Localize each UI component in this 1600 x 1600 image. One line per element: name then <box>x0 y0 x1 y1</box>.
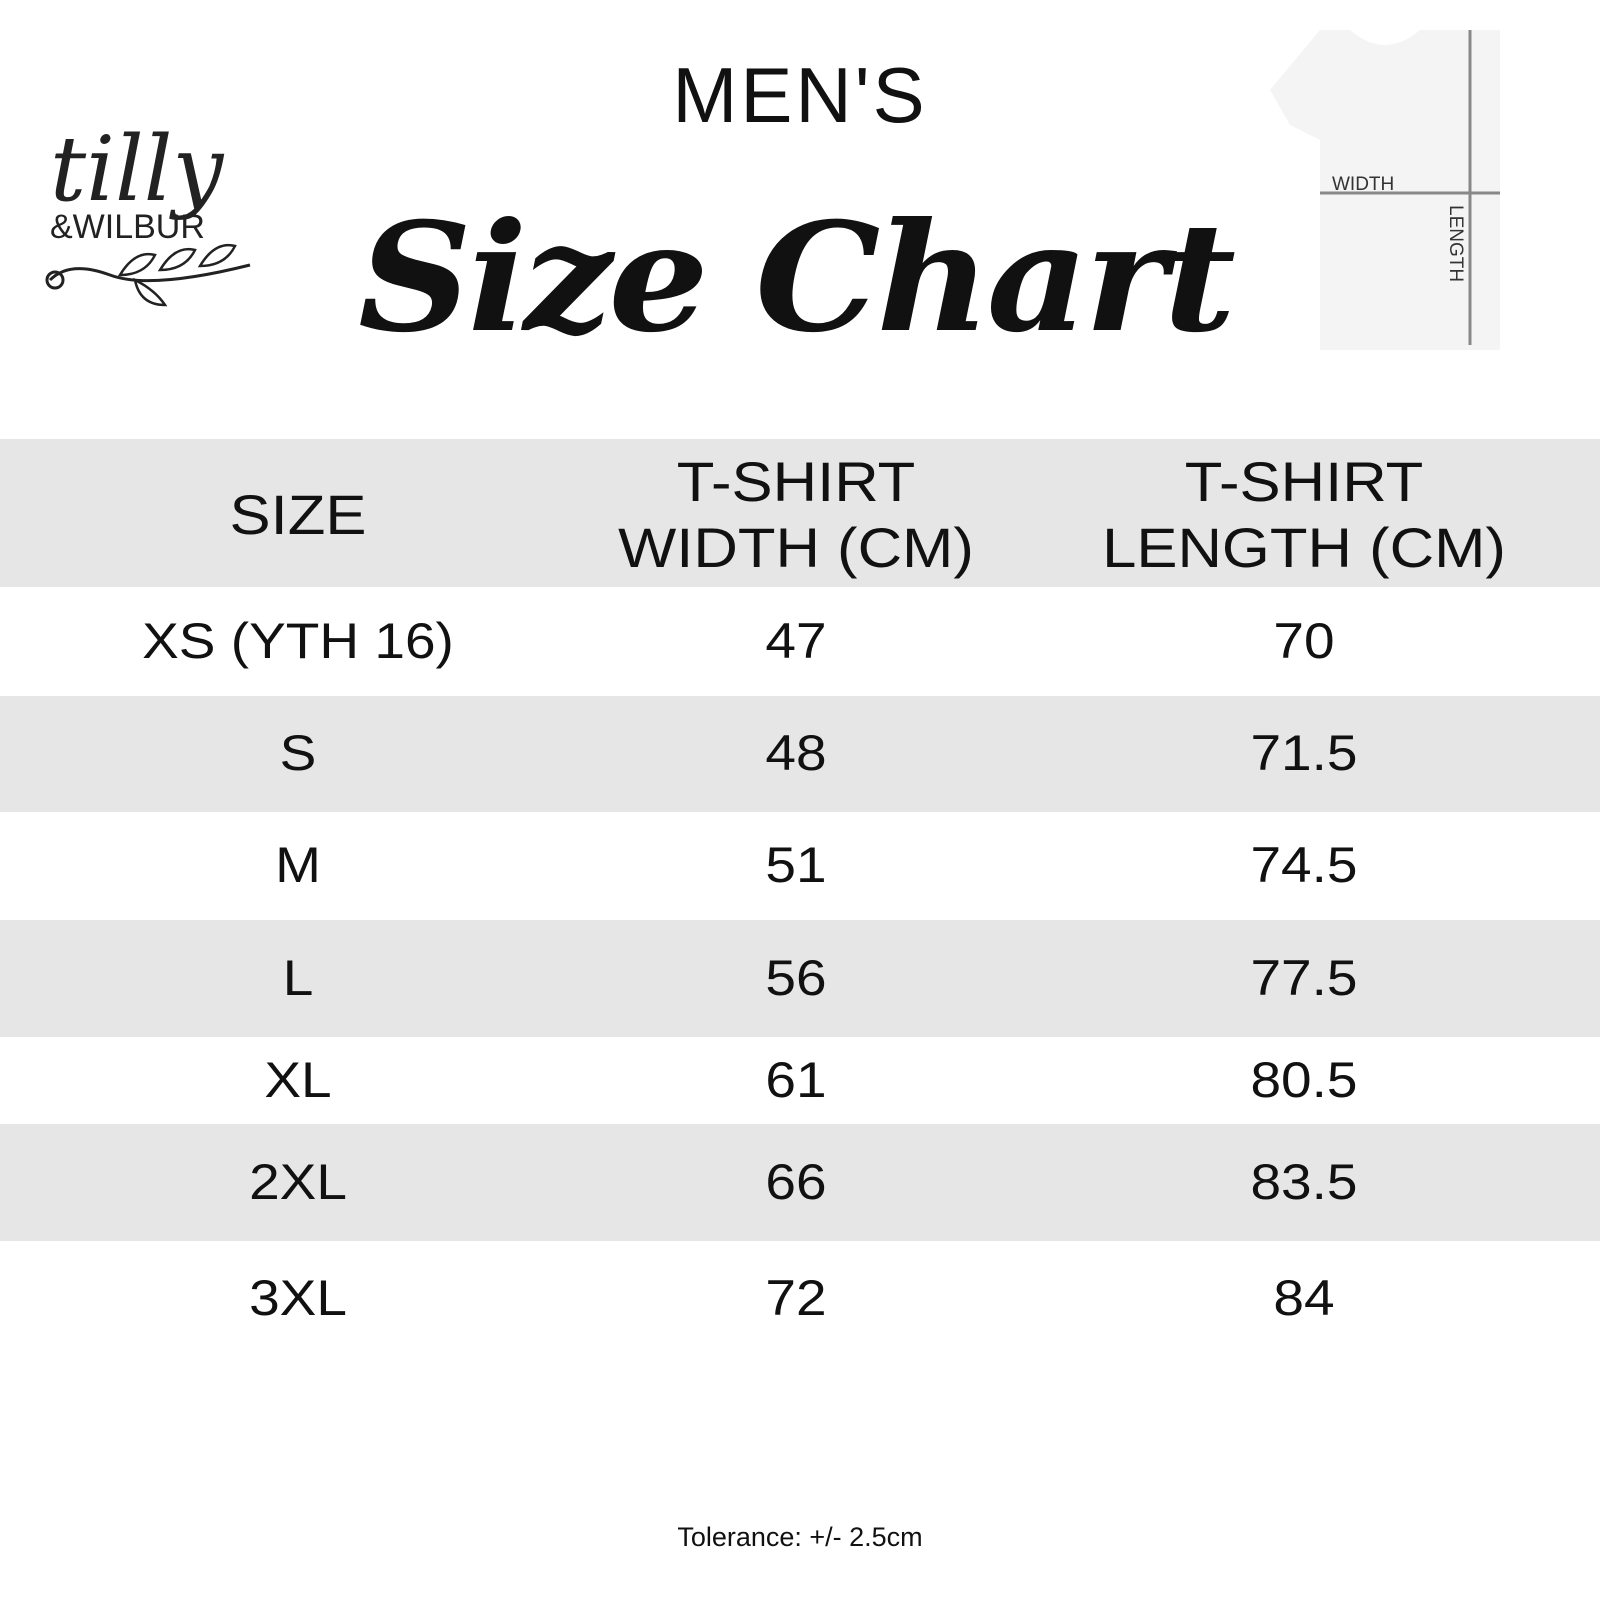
cell-length: 83.5 <box>1250 1153 1358 1210</box>
cell-length: 71.5 <box>1250 725 1358 781</box>
column-header-length: T-SHIRT LENGTH (CM) <box>1102 450 1506 579</box>
cell-length: 84 <box>1273 1270 1335 1326</box>
cell-length: 74.5 <box>1250 837 1358 893</box>
table-row: XL 61 80.5 <box>0 1037 1600 1124</box>
table-row: S 48 71.5 <box>0 696 1600 812</box>
cell-length: 80.5 <box>1250 1051 1358 1108</box>
subtitle-mens: MEN'S <box>672 51 928 139</box>
cell-size: XL <box>264 1051 332 1108</box>
cell-width: 72 <box>765 1270 827 1326</box>
cell-width: 51 <box>765 837 827 893</box>
cell-length: 70 <box>1273 612 1335 669</box>
cell-width: 66 <box>765 1153 827 1210</box>
cell-width: 48 <box>765 725 827 781</box>
table-row: 2XL 66 83.5 <box>0 1124 1600 1241</box>
cell-size: M <box>275 837 321 893</box>
tolerance-note: Tolerance: +/- 2.5cm <box>677 1522 923 1552</box>
table-row: L 56 77.5 <box>0 920 1600 1037</box>
cell-width: 61 <box>765 1051 827 1108</box>
cell-size: 3XL <box>249 1270 347 1326</box>
table-row: M 51 74.5 <box>0 812 1600 920</box>
cell-length: 77.5 <box>1250 949 1358 1006</box>
tilly-wilbur-logo: tilly &WILBUR <box>45 117 251 307</box>
cell-size: XS (YTH 16) <box>142 612 454 669</box>
cell-width: 47 <box>765 612 827 669</box>
column-header-width: T-SHIRT WIDTH (CM) <box>618 450 974 579</box>
width-label: WIDTH <box>1332 174 1394 195</box>
cell-size: S <box>279 725 317 781</box>
table-header: SIZE T-SHIRT WIDTH (CM) T-SHIRT LENGTH (… <box>0 439 1600 587</box>
column-header-size: SIZE <box>229 483 367 546</box>
svg-text:tilly: tilly <box>50 117 225 222</box>
table-row: 3XL 72 84 <box>0 1241 1600 1357</box>
cell-size: 2XL <box>249 1153 347 1210</box>
length-label: LENGTH <box>1445 205 1466 282</box>
svg-text:&WILBUR: &WILBUR <box>50 208 205 246</box>
table-row: XS (YTH 16) 47 70 <box>0 587 1600 696</box>
tshirt-diagram: WIDTH LENGTH <box>1270 30 1500 350</box>
cell-size: L <box>282 949 314 1006</box>
page-title: Size Chart <box>358 190 1236 366</box>
cell-width: 56 <box>765 949 827 1006</box>
